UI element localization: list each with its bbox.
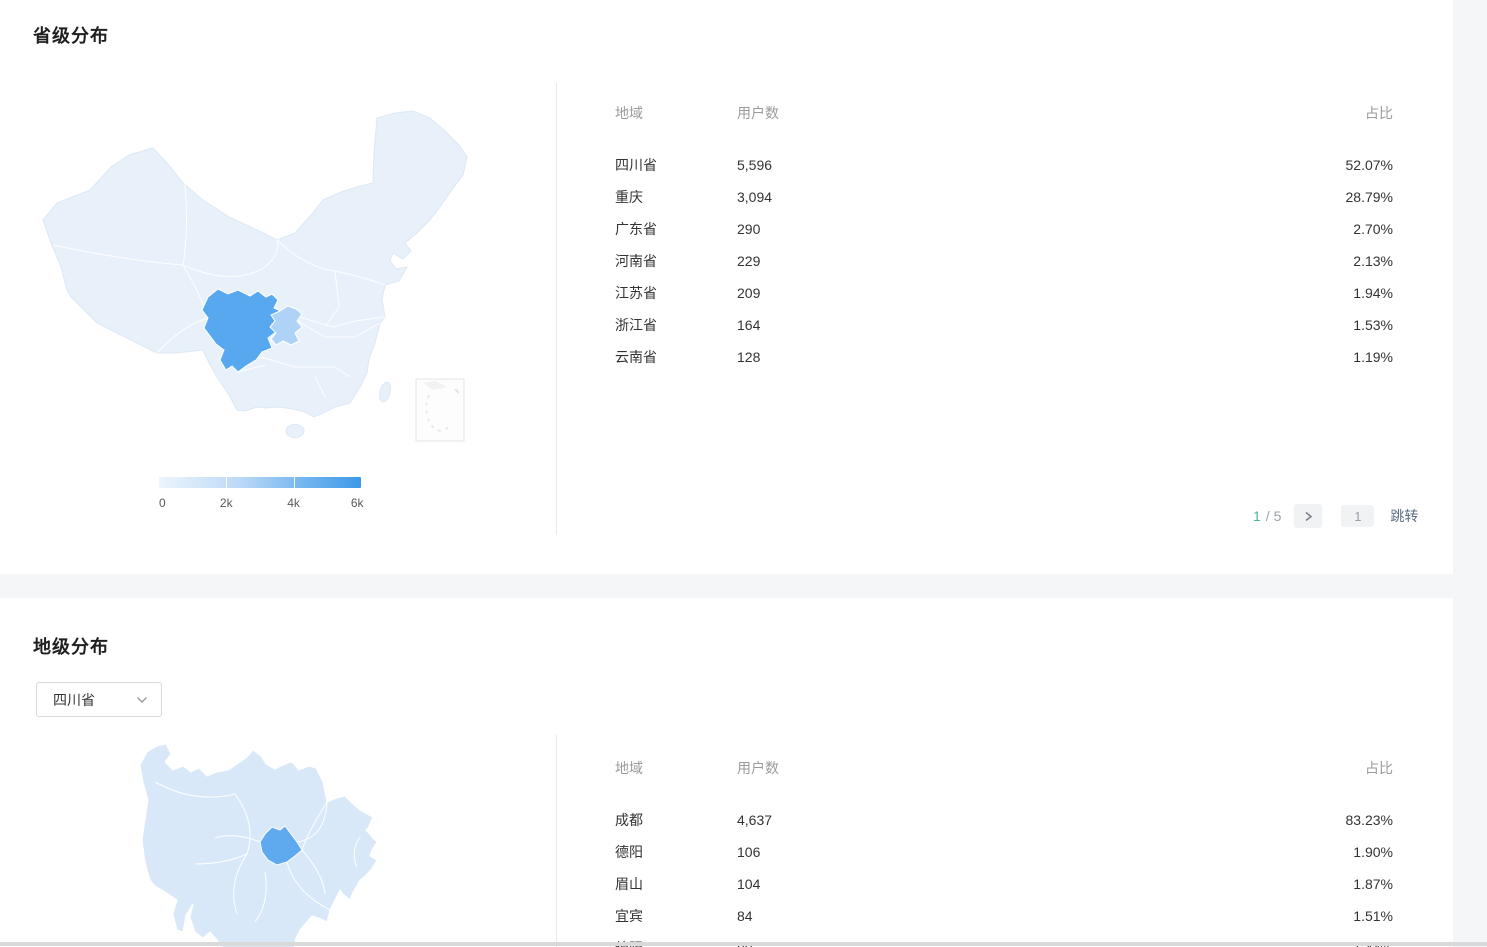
table-row: 河南省 229 2.13% [615,245,1393,277]
prefecture-borders [154,781,361,923]
table-row: 四川省 5,596 52.07% [615,149,1393,181]
cell-users: 106 [737,844,761,860]
cell-region: 重庆 [615,189,643,205]
region-sichuan [201,288,284,373]
legend-ticks: 0 2k 4k 6k [159,496,364,510]
next-page-button[interactable] [1294,504,1323,528]
province-table: 地域 用户数 占比 四川省 5,596 52.07% 重庆 3,094 28.7… [615,104,1393,373]
header-share: 占比 [1365,760,1393,776]
header-share: 占比 [1365,105,1393,121]
header-users: 用户数 [737,105,779,121]
cell-region: 成都 [615,812,643,828]
cell-region: 眉山 [615,876,643,892]
header-region: 地域 [615,105,643,121]
map-legend: 0 2k 4k 6k [159,477,364,510]
cell-users: 229 [737,253,761,269]
table-header-row: 地域 用户数 占比 [615,759,1393,777]
table-row: 云南省 128 1.19% [615,341,1393,373]
cell-region: 四川省 [615,157,657,173]
region-taiwan [379,381,391,403]
right-gutter [1453,0,1487,947]
china-choropleth-map[interactable] [33,95,513,465]
city-section-title: 地级分布 [33,637,109,657]
cell-users: 209 [737,285,761,301]
cell-share: 1.87% [1353,876,1393,892]
table-row: 广东省 290 2.70% [615,213,1393,245]
vertical-divider [556,83,557,535]
region-hainan [285,424,305,438]
table-row: 江苏省 209 1.94% [615,277,1393,309]
section-divider [0,574,1453,598]
table-row: 眉山 104 1.87% [615,868,1393,900]
cell-region: 宜宾 [615,908,643,924]
region-chengdu [259,825,303,866]
cell-region: 广东省 [615,221,657,237]
cell-share: 2.70% [1353,221,1393,237]
table-header-row: 地域 用户数 占比 [615,104,1393,122]
cell-users: 164 [737,317,761,333]
table-row: 浙江省 164 1.53% [615,309,1393,341]
cell-users: 104 [737,876,761,892]
legend-tick: 6k [350,496,364,510]
province-section-title: 省级分布 [33,26,109,46]
table-row: 德阳 106 1.90% [615,836,1393,868]
cell-users: 3,094 [737,189,773,205]
cell-share: 1.51% [1353,908,1393,924]
cell-users: 5,596 [737,157,773,173]
cell-users: 84 [737,908,753,924]
header-users: 用户数 [737,760,779,776]
cell-region: 江苏省 [615,285,657,301]
chevron-down-icon [137,696,147,703]
total-pages: / 5 [1265,508,1282,524]
pagination: 1 / 5 跳转 [1253,503,1418,529]
province-select-value: 四川省 [53,691,95,708]
city-table: 地域 用户数 占比 成都 4,637 83.23% 德阳 106 1.90% 眉… [615,759,1393,947]
table-row: 重庆 3,094 28.79% [615,181,1393,213]
province-borders [52,152,386,398]
legend-tick: 4k [287,496,300,510]
vertical-divider [556,735,557,947]
jump-label[interactable]: 跳转 [1390,508,1419,524]
cell-region: 浙江省 [615,317,657,333]
horizontal-scrollbar[interactable] [0,942,1487,946]
cell-share: 1.90% [1353,844,1393,860]
sichuan-choropleth-map[interactable] [95,742,525,947]
cell-region: 云南省 [615,349,657,365]
chevron-right-icon [1305,511,1313,521]
cell-region: 德阳 [615,844,643,860]
cell-share: 28.79% [1345,189,1393,205]
cell-share: 2.13% [1353,253,1393,269]
sichuan-outline [139,743,378,947]
cell-share: 1.53% [1353,317,1393,333]
cell-share: 1.19% [1353,349,1393,365]
header-region: 地域 [615,760,643,776]
cell-share: 1.94% [1353,285,1393,301]
page-jump-input[interactable] [1341,505,1375,527]
legend-tick: 2k [219,496,233,510]
cell-users: 4,637 [737,812,773,828]
province-select[interactable]: 四川省 [36,682,162,717]
cell-region: 河南省 [615,253,657,269]
china-outline [42,110,468,418]
table-row: 成都 4,637 83.23% [615,804,1393,836]
cell-users: 128 [737,349,761,365]
region-chongqing [269,305,303,346]
cell-users: 290 [737,221,761,237]
legend-tick: 0 [159,496,166,510]
cell-share: 52.07% [1345,157,1393,173]
south-china-sea-inset [415,378,465,442]
table-row: 宜宾 84 1.51% [615,900,1393,932]
current-page: 1 [1253,508,1261,524]
legend-gradient-bar [159,477,361,488]
cell-share: 83.23% [1345,812,1393,828]
